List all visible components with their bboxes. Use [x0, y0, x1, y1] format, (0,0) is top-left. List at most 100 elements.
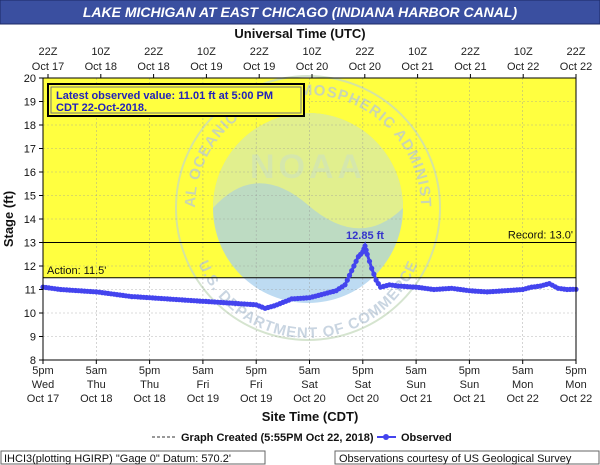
bottom-tick-time: 5pm	[565, 365, 586, 377]
data-point	[362, 243, 368, 249]
y-tick-label: 12	[24, 261, 36, 273]
threshold-lines: Action: 11.5' Record: 13.0'	[43, 230, 576, 279]
top-tick-label: 22Z	[461, 46, 480, 58]
top-tick-date: Oct 20	[296, 61, 328, 73]
top-tick-date: Oct 18	[137, 61, 169, 73]
bottom-tick-date: Oct 20	[293, 393, 325, 405]
bottom-tick-time: 5am	[86, 365, 107, 377]
y-tick-label: 16	[24, 167, 36, 179]
data-point	[346, 272, 353, 278]
bottom-tick-time: 5am	[405, 365, 426, 377]
bottom-tick-date: Oct 19	[187, 393, 219, 405]
top-tick-label: 10Z	[514, 46, 533, 58]
top-tick-label: 22Z	[250, 46, 269, 58]
data-point	[351, 263, 357, 269]
y-tick-label: 15	[24, 191, 36, 203]
latest-observed-box: Latest observed value: 11.01 ft at 5:00 …	[47, 83, 305, 117]
bottom-tick-date: Oct 18	[80, 393, 112, 405]
bottom-tick-date: Oct 17	[27, 393, 59, 405]
data-point	[371, 271, 377, 277]
data-point	[366, 258, 373, 264]
y-tick-label: 10	[24, 308, 36, 320]
top-tick-label: 10Z	[303, 46, 322, 58]
bottom-tick-time: 5pm	[459, 365, 480, 377]
bottom-tick-date: Oct 19	[240, 393, 272, 405]
y-tick-label: 17	[24, 144, 36, 156]
svg-text:NOAA: NOAA	[250, 148, 366, 186]
y-axis-title: Stage (ft)	[1, 191, 16, 247]
bottom-tick-time: 5am	[192, 365, 213, 377]
y-tick-label: 8	[30, 355, 36, 367]
title-bar	[0, 0, 600, 25]
y-tick-label: 13	[24, 238, 36, 250]
top-tick-date: Oct 19	[243, 61, 275, 73]
bottom-tick-time: 5pm	[139, 365, 160, 377]
plot-frame	[42, 77, 577, 361]
data-point	[369, 265, 375, 271]
bottom-tick-time: 5am	[512, 365, 533, 377]
top-tick-date: Oct 17	[32, 61, 64, 73]
bottom-tick-day: Sat	[301, 379, 318, 391]
bottom-tick-date: Oct 22	[506, 393, 538, 405]
top-tick-label: 10Z	[197, 46, 216, 58]
y-tick-label: 19	[24, 97, 36, 109]
bottom-tick-date: Oct 22	[560, 393, 592, 405]
top-tick-label: 22Z	[39, 46, 58, 58]
data-point	[344, 277, 350, 283]
bottom-tick-day: Thu	[140, 379, 159, 391]
bottom-tick-day: Thu	[87, 379, 106, 391]
footer-left-box	[0, 450, 266, 465]
top-tick-label: 22Z	[355, 46, 374, 58]
observed-series: 12.85 ft	[40, 230, 579, 311]
top-tick-date: Oct 20	[349, 61, 381, 73]
bottom-tick-day: Sat	[355, 379, 372, 391]
bottom-tick-time: 5am	[299, 365, 320, 377]
bottom-tick-day: Sun	[406, 379, 426, 391]
bottom-tick-day: Fri	[250, 379, 263, 391]
top-tick-date: Oct 19	[190, 61, 222, 73]
threshold-label-action: Action: 11.5'	[47, 265, 106, 277]
latest-observed-text: Latest observed value: 11.01 ft at 5:00 …	[56, 90, 273, 114]
top-tick-date: Oct 18	[85, 61, 117, 73]
data-point	[342, 282, 348, 288]
data-point	[353, 258, 359, 264]
top-tick-date: Oct 21	[454, 61, 486, 73]
top-tick-label: 10Z	[91, 46, 110, 58]
threshold-label-record: Record: 13.0'	[508, 230, 573, 242]
top-tick-date: Oct 22	[507, 61, 539, 73]
top-tick-label: 22Z	[144, 46, 163, 58]
x-axis-title: Site Time (CDT)	[262, 409, 359, 424]
y-tick-label: 9	[30, 332, 36, 344]
data-point	[363, 247, 369, 253]
bottom-tick-day: Wed	[32, 379, 54, 391]
bottom-tick-labels: 5pm Wed Oct 17 5am Thu Oct 18 5pm Thu Oct 18 5am F…	[27, 360, 592, 405]
top-axis-title: Universal Time (UTC)	[234, 26, 365, 41]
y-tick-label: 18	[24, 120, 36, 132]
legend-observed: Observed	[401, 432, 452, 444]
bottom-tick-date: Oct 21	[453, 393, 485, 405]
footer-right-box	[334, 450, 600, 465]
bottom-tick-day: Sun	[460, 379, 480, 391]
legend: Graph Created (5:55PM Oct 22, 2018) Obse…	[152, 432, 452, 444]
legend-graph-created: Graph Created (5:55PM Oct 22, 2018)	[181, 432, 374, 444]
bottom-tick-date: Oct 21	[400, 393, 432, 405]
footer-left-note: IHCI3(plotting HGIRP) "Gage 0" Datum: 57…	[4, 453, 231, 465]
bottom-tick-time: 5pm	[245, 365, 266, 377]
top-tick-date: Oct 22	[560, 61, 592, 73]
top-tick-date: Oct 21	[401, 61, 433, 73]
y-tick-labels: 8 9 10 11 12 13 14 15 16 17 18 19 20	[24, 73, 43, 367]
bottom-tick-day: Fri	[196, 379, 209, 391]
data-point	[349, 268, 355, 274]
y-tick-label: 11	[25, 285, 36, 297]
top-tick-label: 22Z	[567, 46, 586, 58]
bottom-tick-day: Mon	[565, 379, 586, 391]
footer-right-note: Observations courtesy of US Geological S…	[339, 453, 572, 465]
y-tick-label: 20	[24, 73, 36, 85]
chart-title: LAKE MICHIGAN AT EAST CHICAGO (INDIANA H…	[83, 4, 518, 20]
top-tick-labels: 22Z Oct 17 10Z Oct 18 22Z Oct 18 10Z Oct 19 22Z O…	[32, 46, 592, 78]
peak-label: 12.85 ft	[346, 230, 384, 242]
top-tick-label: 10Z	[408, 46, 427, 58]
data-point	[364, 251, 370, 257]
bottom-tick-day: Mon	[512, 379, 533, 391]
